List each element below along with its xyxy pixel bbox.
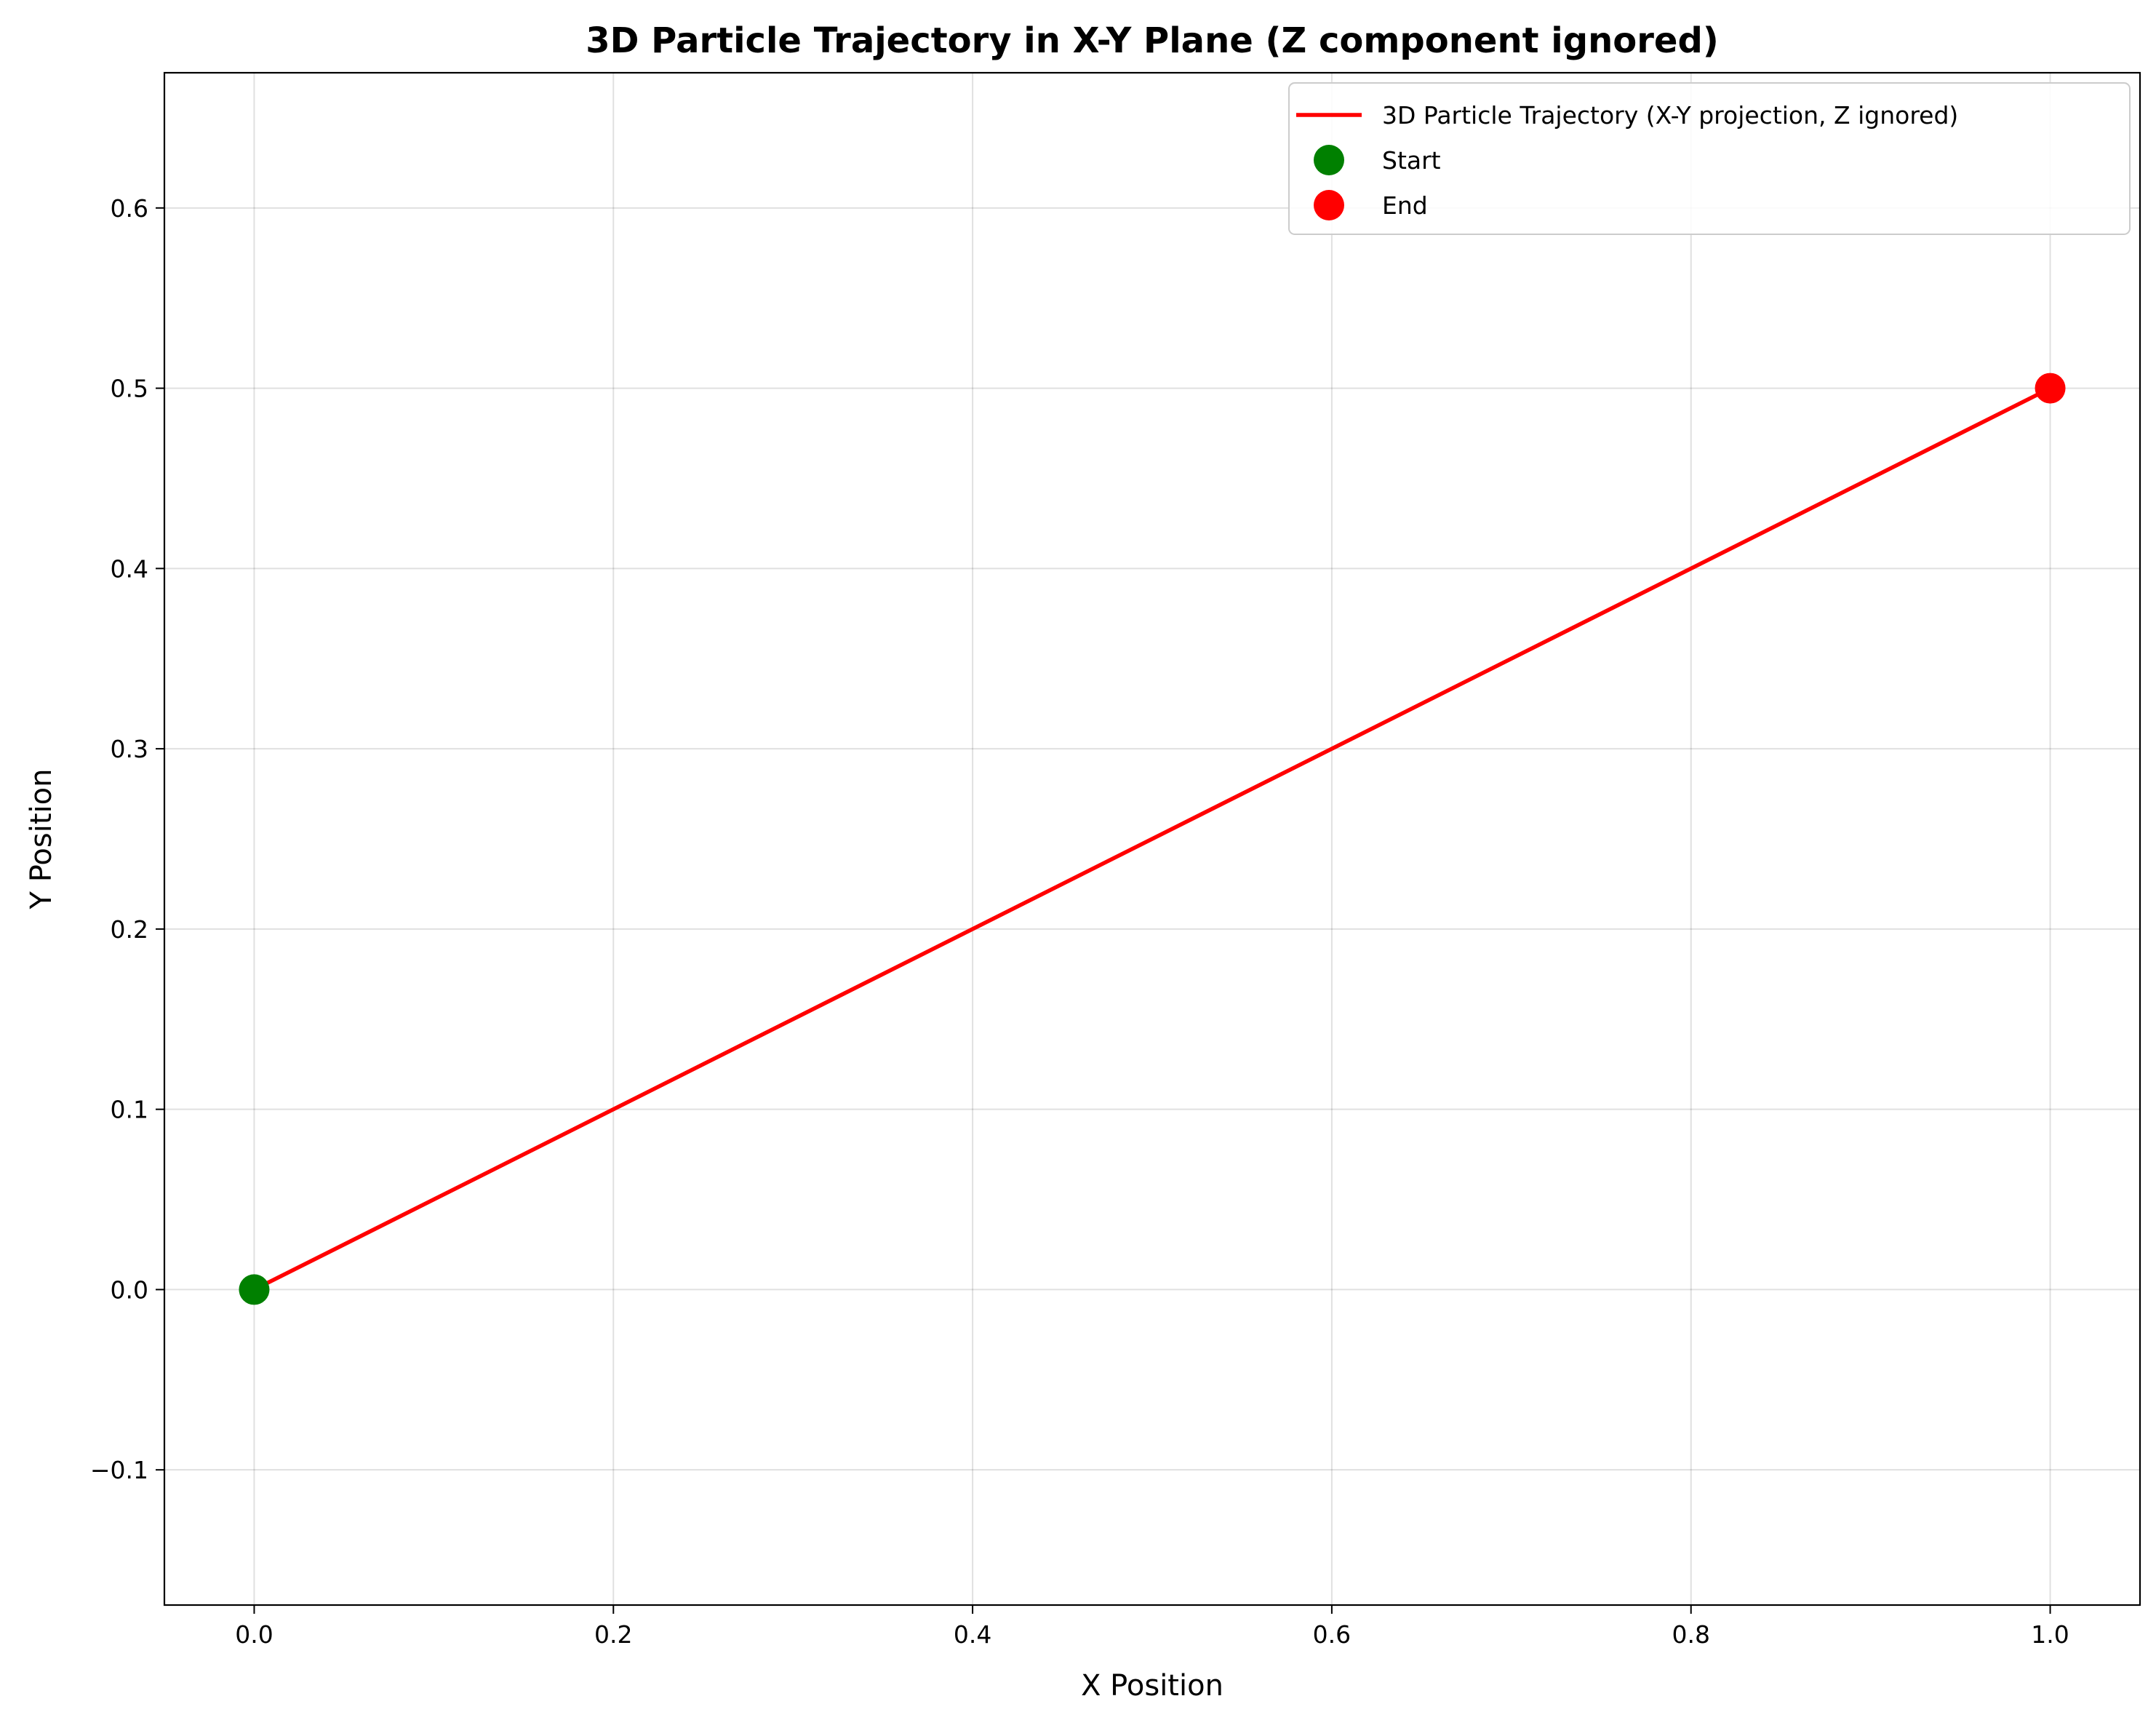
legend-box — [1288, 82, 2131, 235]
x-tick-label: 0.0 — [235, 1620, 273, 1649]
y-tick-label: 0.2 — [111, 915, 148, 944]
trajectory-line — [253, 386, 2051, 1291]
x-tick-label: 0.8 — [1672, 1620, 1709, 1649]
y-tick-label: 0.1 — [111, 1096, 148, 1124]
start-point — [239, 1274, 270, 1305]
y-tick-label: 0.3 — [111, 735, 148, 763]
plot-area — [239, 373, 2066, 1305]
y-tick-label: 0.0 — [111, 1275, 148, 1304]
axis-ticks: 0.0 0.2 0.4 0.6 0.8 1.0 −0.1 0.0 0.1 0.2 0.3 0.4 0.5… — [90, 194, 2069, 1649]
x-tick-label: 0.6 — [1313, 1620, 1351, 1649]
y-tick-label: −0.1 — [90, 1456, 148, 1484]
y-axis-label: Y Position — [25, 769, 58, 910]
x-tick-label: 0.2 — [594, 1620, 632, 1649]
legend-entry-label: Start — [1382, 146, 1441, 175]
legend-marker-swatch — [1314, 190, 1344, 220]
chart-title: 3D Particle Trajectory in X-Y Plane (Z c… — [586, 20, 1719, 61]
x-axis-label: X Position — [1081, 1669, 1223, 1703]
axes-frame — [163, 71, 2141, 1606]
y-tick-label: 0.4 — [111, 554, 148, 583]
x-tick-label: 1.0 — [2031, 1620, 2069, 1649]
legend-entry-label: 3D Particle Trajectory (X-Y projection, … — [1382, 101, 1958, 130]
legend-marker-swatch — [1314, 145, 1344, 175]
end-point — [2035, 373, 2066, 404]
y-tick-label: 0.5 — [111, 375, 148, 403]
legend-entry-label: End — [1382, 191, 1428, 220]
x-tick-label: 0.4 — [954, 1620, 991, 1649]
legend: 3D Particle Trajectory (X-Y projection, … — [1288, 82, 2131, 235]
y-tick-label: 0.6 — [111, 194, 148, 223]
